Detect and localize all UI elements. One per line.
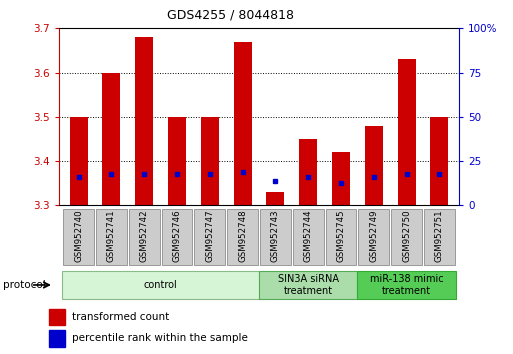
FancyBboxPatch shape <box>359 209 389 266</box>
Text: GSM952743: GSM952743 <box>271 210 280 262</box>
Text: GDS4255 / 8044818: GDS4255 / 8044818 <box>167 9 294 22</box>
Text: control: control <box>144 280 177 290</box>
Text: GSM952742: GSM952742 <box>140 210 149 262</box>
Bar <box>201 117 219 205</box>
FancyBboxPatch shape <box>162 209 192 266</box>
Bar <box>70 117 88 205</box>
FancyBboxPatch shape <box>63 209 94 266</box>
FancyBboxPatch shape <box>424 209 455 266</box>
Text: GSM952746: GSM952746 <box>172 210 182 262</box>
Text: GSM952741: GSM952741 <box>107 210 116 262</box>
FancyBboxPatch shape <box>259 271 358 299</box>
Text: GSM952750: GSM952750 <box>402 210 411 262</box>
Text: GSM952740: GSM952740 <box>74 210 83 262</box>
FancyBboxPatch shape <box>260 209 291 266</box>
Bar <box>49 330 65 347</box>
Bar <box>266 192 285 205</box>
FancyBboxPatch shape <box>96 209 127 266</box>
FancyBboxPatch shape <box>293 209 324 266</box>
Text: percentile rank within the sample: percentile rank within the sample <box>72 333 248 343</box>
Bar <box>430 117 448 205</box>
Text: GSM952747: GSM952747 <box>205 210 214 262</box>
Text: GSM952748: GSM952748 <box>238 210 247 262</box>
Text: miR-138 mimic
treatment: miR-138 mimic treatment <box>370 274 443 296</box>
Text: SIN3A siRNA
treatment: SIN3A siRNA treatment <box>278 274 339 296</box>
Text: protocol: protocol <box>3 280 45 290</box>
Bar <box>299 139 317 205</box>
Bar <box>168 117 186 205</box>
FancyBboxPatch shape <box>194 209 225 266</box>
Bar <box>135 37 153 205</box>
Bar <box>365 126 383 205</box>
FancyBboxPatch shape <box>227 209 258 266</box>
Text: GSM952745: GSM952745 <box>337 210 346 262</box>
FancyBboxPatch shape <box>129 209 160 266</box>
Bar <box>332 152 350 205</box>
Bar <box>233 42 252 205</box>
FancyBboxPatch shape <box>391 209 422 266</box>
Bar <box>49 309 65 325</box>
Text: transformed count: transformed count <box>72 312 169 322</box>
Text: GSM952751: GSM952751 <box>435 210 444 262</box>
FancyBboxPatch shape <box>326 209 357 266</box>
Text: GSM952744: GSM952744 <box>304 210 313 262</box>
Bar <box>398 59 416 205</box>
Bar <box>103 73 121 205</box>
FancyBboxPatch shape <box>358 271 456 299</box>
Text: GSM952749: GSM952749 <box>369 210 379 262</box>
FancyBboxPatch shape <box>62 271 259 299</box>
